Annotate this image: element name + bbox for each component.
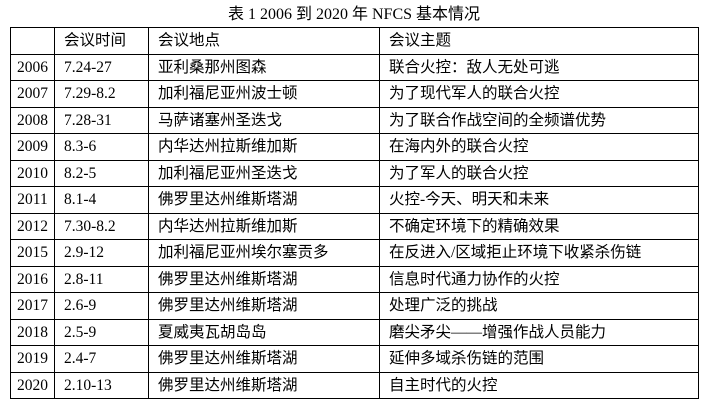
place-cell: 加利福尼亚州波士顿 [148,80,380,108]
year-cell: 2007 [10,80,55,108]
theme-cell: 为了联合作战空间的全频谱优势 [379,106,699,134]
header-cell-empty [10,27,55,55]
table-row: 2016 2.8-11 佛罗里达州维斯塔湖 信息时代通力协作的火控 [10,265,699,293]
place-cell: 马萨诸塞州圣迭戈 [148,106,380,134]
time-cell: 2.5-9 [54,318,149,346]
table-row: 2010 8.2-5 加利福尼亚州圣迭戈 为了军人的联合火控 [10,159,699,187]
year-cell: 2011 [10,186,55,214]
theme-cell: 自主时代的火控 [379,371,699,399]
table-body: 2006 7.24-27 亚利桑那州图森 联合火控：敌人无处可逃 2007 7.29-8.… [10,53,699,399]
theme-cell: 为了现代军人的联合火控 [379,80,699,108]
table-row: 2008 7.28-31 马萨诸塞州圣迭戈 为了联合作战空间的全频谱优势 [10,106,699,134]
year-cell: 2018 [10,318,55,346]
theme-cell: 信息时代通力协作的火控 [379,265,699,293]
theme-cell: 磨尖矛尖——增强作战人员能力 [379,318,699,346]
time-cell: 2.10-13 [54,371,149,399]
time-cell: 7.29-8.2 [54,80,149,108]
header-cell-time: 会议时间 [54,27,149,55]
theme-cell: 在反进入/区域拒止环境下收紧杀伤链 [379,239,699,267]
table-row: 2012 7.30-8.2 内华达州拉斯维加斯 不确定环境下的精确效果 [10,212,699,240]
header-cell-theme: 会议主题 [379,27,699,55]
year-cell: 2016 [10,265,55,293]
place-cell: 内华达州拉斯维加斯 [148,133,380,161]
place-cell: 夏威夷瓦胡岛岛 [148,318,380,346]
place-cell: 加利福尼亚州埃尔塞贡多 [148,239,380,267]
time-cell: 2.9-12 [54,239,149,267]
table-row: 2007 7.29-8.2 加利福尼亚州波士顿 为了现代军人的联合火控 [10,80,699,108]
table-row: 2006 7.24-27 亚利桑那州图森 联合火控：敌人无处可逃 [10,53,699,81]
place-cell: 佛罗里达州维斯塔湖 [148,186,380,214]
place-cell: 佛罗里达州维斯塔湖 [148,345,380,373]
table-row: 2015 2.9-12 加利福尼亚州埃尔塞贡多 在反进入/区域拒止环境下收紧杀伤链 [10,239,699,267]
time-cell: 7.28-31 [54,106,149,134]
theme-cell: 不确定环境下的精确效果 [379,212,699,240]
table-row: 2011 8.1-4 佛罗里达州维斯塔湖 火控-今天、明天和未来 [10,186,699,214]
theme-cell: 在海内外的联合火控 [379,133,699,161]
table-row: 2018 2.5-9 夏威夷瓦胡岛岛 磨尖矛尖——增强作战人员能力 [10,318,699,346]
header-row: 会议时间 会议地点 会议主题 [10,27,699,55]
table-row: 2020 2.10-13 佛罗里达州维斯塔湖 自主时代的火控 [10,371,699,399]
theme-cell: 延伸多域杀伤链的范围 [379,345,699,373]
table-row: 2019 2.4-7 佛罗里达州维斯塔湖 延伸多域杀伤链的范围 [10,345,699,373]
theme-cell: 为了军人的联合火控 [379,159,699,187]
place-cell: 内华达州拉斯维加斯 [148,212,380,240]
header-cell-place: 会议地点 [148,27,380,55]
time-cell: 2.8-11 [54,265,149,293]
year-cell: 2017 [10,292,55,320]
place-cell: 佛罗里达州维斯塔湖 [148,292,380,320]
theme-cell: 火控-今天、明天和未来 [379,186,699,214]
theme-cell: 处理广泛的挑战 [379,292,699,320]
year-cell: 2009 [10,133,55,161]
time-cell: 7.30-8.2 [54,212,149,240]
place-cell: 佛罗里达州维斯塔湖 [148,371,380,399]
time-cell: 8.1-4 [54,186,149,214]
table-caption: 表 1 2006 到 2020 年 NFCS 基本情况 [227,6,481,23]
place-cell: 亚利桑那州图森 [148,53,380,81]
table-row: 2017 2.6-9 佛罗里达州维斯塔湖 处理广泛的挑战 [10,292,699,320]
place-cell: 加利福尼亚州圣迭戈 [148,159,380,187]
year-cell: 2019 [10,345,55,373]
year-cell: 2008 [10,106,55,134]
place-cell: 佛罗里达州维斯塔湖 [148,265,380,293]
time-cell: 7.24-27 [54,53,149,81]
nfcs-table: 会议时间 会议地点 会议主题 2006 7.24-27 亚利桑那州图森 联合火控：敌人… [10,27,699,399]
time-cell: 8.2-5 [54,159,149,187]
table-row: 2009 8.3-6 内华达州拉斯维加斯 在海内外的联合火控 [10,133,699,161]
year-cell: 2015 [10,239,55,267]
time-cell: 8.3-6 [54,133,149,161]
year-cell: 2006 [10,53,55,81]
time-cell: 2.4-7 [54,345,149,373]
time-cell: 2.6-9 [54,292,149,320]
year-cell: 2012 [10,212,55,240]
year-cell: 2020 [10,371,55,399]
year-cell: 2010 [10,159,55,187]
theme-cell: 联合火控：敌人无处可逃 [379,53,699,81]
